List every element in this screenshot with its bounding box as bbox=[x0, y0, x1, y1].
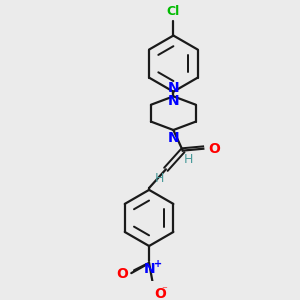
Text: O: O bbox=[117, 267, 128, 281]
Text: Cl: Cl bbox=[167, 5, 180, 18]
Text: ⁻: ⁻ bbox=[161, 285, 167, 295]
Text: H: H bbox=[184, 153, 193, 167]
Text: O: O bbox=[208, 142, 220, 156]
Text: N: N bbox=[143, 262, 155, 276]
Text: N: N bbox=[168, 131, 179, 145]
Text: +: + bbox=[154, 259, 162, 269]
Text: N: N bbox=[168, 81, 179, 95]
Text: O: O bbox=[155, 287, 167, 300]
Text: N: N bbox=[168, 94, 179, 109]
Text: H: H bbox=[155, 172, 164, 185]
